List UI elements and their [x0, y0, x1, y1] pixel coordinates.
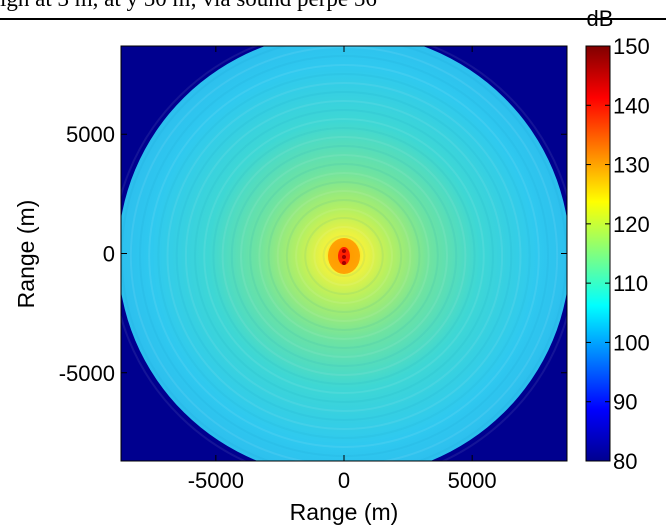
ripple-ring [267, 181, 421, 331]
colorbar-tick-label: 130 [613, 153, 650, 178]
x-axis-title: Range (m) [290, 499, 399, 525]
colorbar-label: dB [587, 6, 614, 31]
colorbar-tick-label: 100 [613, 330, 650, 355]
colorbar-tick-label: 140 [613, 93, 650, 118]
ripple-ring [184, 100, 504, 412]
colorbar-tick-label: 110 [613, 271, 648, 296]
ripple-rings [121, 46, 567, 461]
header-text: igh at 3 m, at y 50 m; via sound perpe 5… [0, 0, 377, 11]
ripple-ring [121, 46, 567, 461]
y-tick-label: 5000 [66, 122, 115, 147]
ripple-ring [239, 154, 449, 358]
x-tick-label: -5000 [188, 468, 244, 493]
x-ticks: -5000 0 5000 [188, 46, 497, 493]
x-tick-label: 0 [338, 468, 350, 493]
ripple-ring [249, 163, 439, 349]
header-rule [0, 18, 666, 20]
source-dot-1 [342, 249, 346, 253]
colorbar-tick-label: 80 [613, 449, 637, 474]
ripple-ring [230, 145, 458, 367]
ripple-ring [157, 73, 531, 439]
colorbar-ticks: 150 140 130 120 110 100 90 80 [586, 34, 650, 474]
colorbar-tick-label: 90 [613, 390, 637, 415]
ripple-ring [276, 190, 412, 322]
ripple-ring [203, 118, 485, 394]
y-ticks: 5000 0 -5000 [59, 122, 567, 386]
ripple-ring [175, 91, 513, 421]
ripple-ring [194, 109, 494, 403]
y-tick-label: -5000 [59, 361, 115, 386]
y-tick-label: 0 [103, 242, 115, 267]
ripple-ring [295, 208, 393, 304]
ripple-ring [148, 64, 540, 448]
colorbar-tick-label: 120 [613, 212, 650, 237]
colorbar-tick-label: 150 [613, 34, 650, 59]
ripple-ring [322, 235, 366, 277]
colorbar [585, 45, 611, 462]
source-dot-2 [342, 255, 346, 259]
page-header-fragment: igh at 3 m, at y 50 m; via sound perpe 5… [0, 0, 666, 16]
ripple-ring [285, 199, 403, 313]
ripple-ring [221, 136, 467, 376]
source-dot-3 [342, 261, 346, 265]
field-group [121, 46, 567, 461]
y-axis-title: Range (m) [13, 200, 39, 309]
ripple-ring [166, 82, 522, 430]
ripple-ring [212, 127, 476, 385]
ripple-ring [304, 217, 384, 295]
x-tick-label: 5000 [448, 468, 497, 493]
ripple-ring [258, 172, 430, 340]
ripple-ring [313, 226, 375, 286]
